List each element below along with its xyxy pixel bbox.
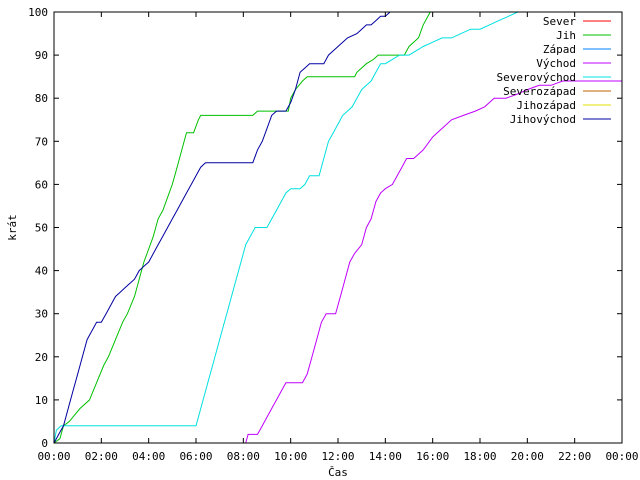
legend-label: Severozápad: [503, 85, 576, 98]
y-tick-label: 0: [41, 437, 48, 450]
y-tick-label: 60: [35, 178, 48, 191]
x-tick-label: 08:00: [227, 450, 260, 463]
legend-label: Jihovýchod: [510, 113, 576, 126]
legend-label: Jihozápad: [516, 99, 576, 112]
ticks-layer: 0 10 20 30 40 50 60 70 80 90 100 00:00 02:00 04:00 06:…: [28, 6, 638, 463]
y-tick-label: 90: [35, 49, 48, 62]
x-axis-label: Čas: [328, 466, 348, 479]
x-tick-label: 04:00: [132, 450, 165, 463]
x-tick-label: 22:00: [558, 450, 591, 463]
legend-label: Východ: [536, 57, 576, 70]
legend-label: Severovýchod: [497, 71, 576, 84]
legend: SeverJihZápadVýchodSeverovýchodSeverozáp…: [497, 15, 611, 126]
x-tick-label: 12:00: [321, 450, 354, 463]
y-axis-label: krát: [6, 214, 19, 241]
y-tick-label: 100: [28, 6, 48, 19]
x-tick-label: 14:00: [369, 450, 402, 463]
y-tick-label: 70: [35, 135, 48, 148]
series-layer: [54, 12, 622, 443]
plot-frame: [53, 11, 623, 444]
x-tick-label: 20:00: [511, 450, 544, 463]
y-tick-label: 50: [35, 222, 48, 235]
legend-label: Západ: [543, 43, 576, 56]
y-tick-label: 20: [35, 351, 48, 364]
series-line-4: [245, 80, 622, 443]
legend-label: Jih: [556, 29, 576, 42]
x-tick-label: 02:00: [85, 450, 118, 463]
y-tick-label: 10: [35, 394, 48, 407]
x-tick-label: 18:00: [463, 450, 496, 463]
x-tick-label: 06:00: [179, 450, 212, 463]
series-line-5: [54, 12, 519, 443]
x-tick-label: 10:00: [274, 450, 307, 463]
series-line-2: [54, 12, 431, 443]
x-tick-label: 16:00: [416, 450, 449, 463]
y-tick-label: 40: [35, 265, 48, 278]
y-tick-label: 30: [35, 308, 48, 321]
y-tick-label: 80: [35, 92, 48, 105]
legend-label: Sever: [543, 15, 576, 28]
series-line-8: [54, 12, 391, 443]
x-tick-label: 00:00: [605, 450, 638, 463]
x-tick-label: 00:00: [37, 450, 70, 463]
